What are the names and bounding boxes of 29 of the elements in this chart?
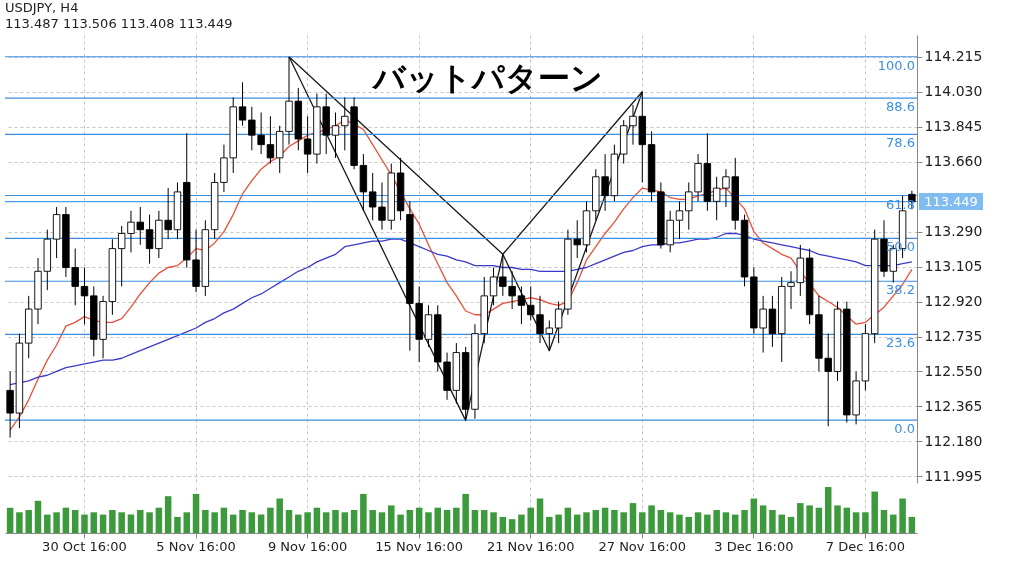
ref-line-label: 88.6	[886, 99, 915, 115]
ref-line-label: 100.0	[877, 57, 915, 73]
x-tick-label: 21 Nov 16:00	[486, 538, 575, 554]
x-tick-label: 3 Dec 16:00	[714, 538, 794, 554]
y-tick-label: 114.030	[924, 83, 983, 100]
y-tick-label: 113.660	[924, 153, 983, 170]
y-tick-label: 112.735	[924, 328, 983, 344]
y-tick-label: 113.845	[924, 118, 983, 135]
y-tick-label: 112.550	[924, 362, 983, 379]
chart-subtitle: 113.487 113.506 113.408 113.449	[5, 16, 233, 31]
y-tick-label: 112.920	[924, 293, 983, 310]
y-tick-label: 112.180	[924, 432, 983, 449]
x-tick-label: 9 Nov 16:00	[267, 538, 348, 554]
y-tick-label: 112.365	[924, 397, 983, 414]
y-tick-label: 113.290	[924, 223, 983, 240]
x-tick-label: 5 Nov 16:00	[156, 538, 236, 554]
chart-title: USDJPY, H4	[5, 0, 79, 15]
ref-line-label: 23.6	[886, 335, 915, 351]
ref-line-label: 78.6	[886, 135, 915, 151]
x-tick-label: 15 Nov 16:00	[375, 538, 463, 554]
y-tick-label: 111.995	[924, 467, 983, 484]
x-tick-label: 27 Nov 16:00	[598, 538, 687, 554]
ref-line-label: 0.0	[894, 421, 915, 437]
annotation: バットパターン	[371, 59, 604, 97]
y-tick-label: 114.215	[924, 48, 983, 65]
x-tick-label: 30 Oct 16:00	[42, 538, 127, 554]
ref-line-label: 113.449	[924, 193, 978, 209]
x-tick-label: 7 Dec 16:00	[825, 538, 905, 554]
y-tick-label: 113.105	[924, 258, 983, 275]
